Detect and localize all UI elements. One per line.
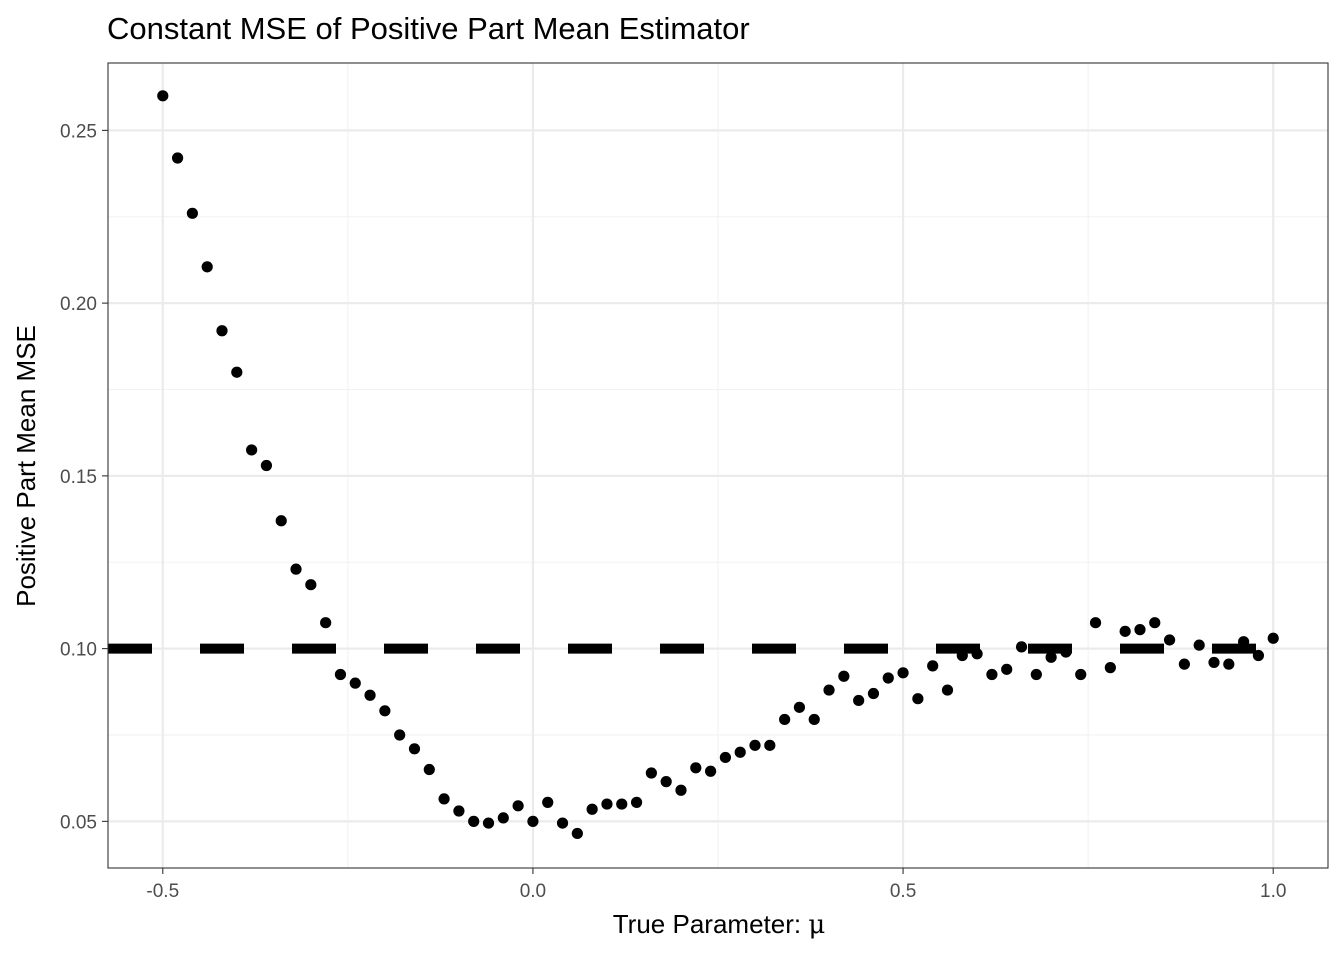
y-tick-label: 0.05 [60, 812, 97, 833]
scatter-point [423, 763, 435, 776]
x-tick-label: 1.0 [1260, 881, 1286, 902]
scatter-point [334, 668, 347, 681]
scatter-point [956, 649, 968, 662]
scatter-point [853, 694, 865, 707]
scatter-point [171, 152, 184, 164]
scatter-point [349, 677, 361, 689]
x-axis: -0.5 0.0 0.5 1.0 [146, 868, 1286, 902]
scatter-point [1030, 668, 1042, 681]
scatter-point [497, 812, 509, 824]
scatter-point [601, 798, 613, 810]
y-tick-label: 0.15 [60, 467, 97, 488]
scatter-point [1163, 634, 1176, 646]
scatter-point [468, 815, 480, 827]
scatter-point [1193, 639, 1205, 651]
scatter-point [705, 765, 717, 777]
scatter-point [779, 713, 791, 726]
scatter-point [897, 667, 909, 679]
scatter-point [438, 793, 450, 805]
scatter-point [275, 515, 287, 527]
chart-title: Constant MSE of Positive Part Mean Estim… [107, 11, 750, 46]
scatter-point [290, 563, 302, 575]
scatter-point [1208, 656, 1220, 669]
scatter-point [912, 693, 924, 705]
scatter-point [231, 366, 243, 378]
scatter-point [1178, 658, 1190, 670]
scatter-point [927, 660, 939, 672]
scatter-point [867, 687, 880, 700]
scatter-point [157, 90, 169, 102]
scatter-point [1060, 646, 1072, 658]
x-axis-title: True Parameter: μ [613, 909, 825, 940]
scatter-point [719, 751, 732, 764]
scatter-point [1015, 641, 1028, 653]
y-tick-label: 0.20 [60, 294, 97, 315]
scatter-point [453, 805, 465, 817]
scatter-point [246, 444, 258, 456]
scatter-point [1238, 636, 1250, 648]
scatter-point [630, 796, 643, 808]
scatter-point [734, 746, 746, 758]
scatter-point [586, 803, 598, 815]
y-tick-label: 0.25 [60, 121, 97, 142]
scatter-point [260, 459, 273, 472]
scatter-point [675, 784, 687, 796]
scatter-point [645, 767, 657, 779]
minor-gridlines [108, 63, 1328, 868]
scatter-point [305, 579, 317, 591]
scatter-point [482, 817, 495, 829]
scatter-point [216, 325, 228, 337]
x-tick-label: 0.5 [890, 881, 916, 902]
scatter-point [971, 648, 983, 660]
scatter-point [1119, 625, 1131, 637]
scatter-point [749, 739, 761, 751]
scatter-point [1075, 668, 1087, 681]
scatter-point [660, 776, 672, 788]
scatter-point [838, 670, 850, 682]
scatter-point [1089, 617, 1102, 629]
scatter-point [527, 815, 539, 827]
y-tick-label: 0.10 [60, 640, 97, 661]
scatter-point [1252, 649, 1265, 662]
scatter-point [379, 705, 391, 717]
scatter-point [364, 689, 376, 701]
scatter-point [1223, 658, 1235, 670]
scatter-point [1267, 632, 1279, 644]
scatter-point [556, 817, 569, 829]
scatter-point [320, 617, 332, 629]
x-tick-label: 0.0 [520, 881, 546, 902]
scatter-point [941, 684, 954, 696]
scatter-point [571, 827, 583, 840]
scatter-point [1001, 663, 1013, 675]
scatter-point [616, 798, 628, 810]
scatter-point [394, 729, 406, 741]
x-axis-title-text: True Parameter: [613, 909, 809, 939]
scatter-point [408, 743, 421, 755]
scatter-point [1104, 662, 1116, 674]
y-axis-title: Positive Part Mean MSE [11, 325, 41, 607]
scatter-point [764, 739, 776, 751]
y-axis: 0.05 0.10 0.15 0.20 0.25 [60, 121, 108, 833]
scatter-point [542, 796, 554, 808]
scatter-point [690, 762, 702, 774]
scatter-point [793, 701, 806, 713]
scatter-point [808, 713, 820, 726]
data-points [157, 90, 1279, 840]
scatter-point [823, 684, 835, 696]
scatter-point [986, 668, 998, 681]
plot-panel-border [107, 62, 1329, 869]
scatter-point [186, 207, 198, 219]
scatter-point [512, 800, 524, 812]
mu-symbol: μ [808, 910, 825, 940]
scatter-point [1149, 617, 1161, 629]
scatter-point [1134, 624, 1146, 636]
x-tick-label: -0.5 [146, 881, 179, 902]
scatter-point [1045, 651, 1057, 663]
scatter-point [201, 261, 213, 273]
scatter-point [882, 672, 894, 684]
